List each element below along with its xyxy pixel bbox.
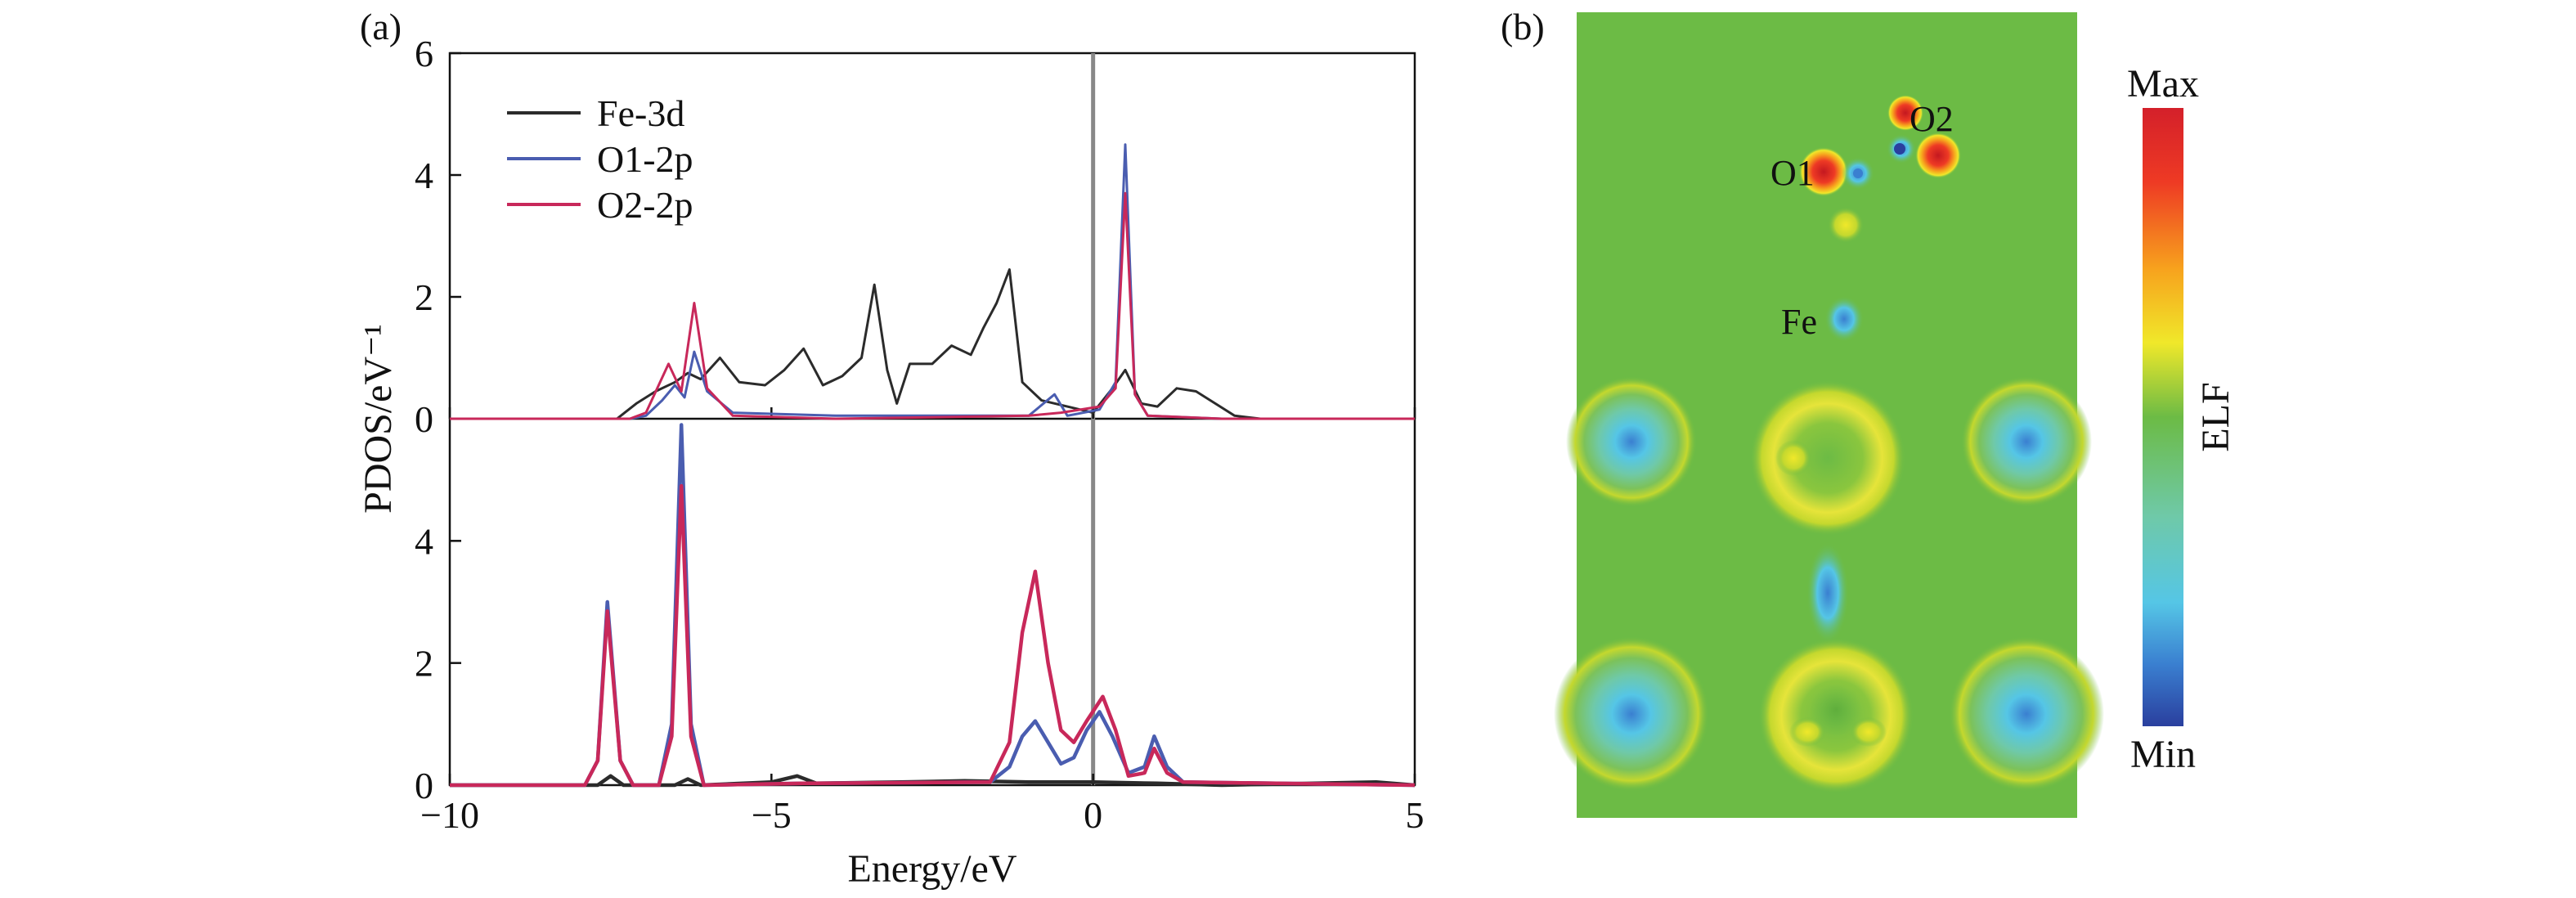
- y-tick-label: 2: [415, 276, 433, 318]
- elf-o2-red-top: [1887, 95, 1923, 131]
- x-tick-label: 0: [1084, 794, 1102, 836]
- elf-ring-left-top: [1566, 376, 1697, 507]
- elf-ring-center-top: [1750, 380, 1905, 536]
- x-axis-ticks: −10 −5 0 5: [420, 407, 1425, 836]
- elf-ring-right-bottom: [1949, 636, 2104, 792]
- y-tick-label: 4: [415, 520, 433, 562]
- atom-label-o2: O2: [1910, 99, 1954, 139]
- atom-label-fe: Fe: [1781, 302, 1817, 342]
- x-tick-label: −10: [420, 794, 479, 836]
- upper-curves: [450, 143, 1415, 420]
- upper-y-axis-ticks: 0 2 4 6: [415, 33, 461, 440]
- elf-ring-right-top: [1961, 376, 2092, 507]
- series-o1-2p-lower: [450, 423, 1416, 788]
- colorbar: [2143, 108, 2183, 726]
- elf-yellow-lobe-2: [1789, 717, 1825, 747]
- series-o2-2p-lower: [450, 483, 1416, 788]
- x-tick-label: 5: [1406, 794, 1425, 836]
- elf-yellow-lobe-1: [1775, 440, 1811, 476]
- lower-y-axis-ticks: 0 2 4: [415, 520, 461, 806]
- y-tick-label: 2: [415, 643, 433, 685]
- elf-map: [1554, 12, 2104, 818]
- series-o1-2p-upper: [450, 143, 1415, 420]
- elf-o1-red: [1799, 147, 1848, 196]
- y-tick-label: 0: [415, 398, 433, 440]
- elf-o2-dark: [1894, 143, 1905, 155]
- elf-blue-center: [1806, 542, 1849, 644]
- y-tick-label: 4: [415, 155, 433, 196]
- y-tick-label: 6: [415, 33, 433, 74]
- elf-yellow-lobe-3: [1851, 717, 1887, 747]
- colorbar-min-label: Min: [2130, 733, 2196, 776]
- elf-o2-red: [1915, 132, 1961, 178]
- x-axis-label: Energy/eV: [847, 847, 1016, 891]
- atom-label-o1: O1: [1770, 153, 1815, 193]
- y-tick-label: 0: [415, 765, 433, 806]
- elf-yellow-below-o1: [1828, 207, 1864, 243]
- x-tick-label: −5: [752, 794, 792, 836]
- lower-curves: [450, 423, 1416, 788]
- series-o2-2p-upper: [450, 191, 1415, 420]
- elf-o1-dark: [1853, 168, 1863, 178]
- legend-label-o2-2p: O2-2p: [597, 184, 693, 226]
- elf-ring-left-bottom: [1554, 636, 1709, 792]
- series-fe-3d-lower: [450, 774, 1416, 788]
- legend-label-o1-2p: O1-2p: [597, 138, 693, 180]
- elf-dark-center-bottom: [1810, 684, 1862, 736]
- colorbar-title: ELF: [2194, 382, 2237, 451]
- colorbar-max-label: Max: [2127, 62, 2199, 106]
- panel-label-b: (b): [1501, 6, 1545, 47]
- series-fe-3d-upper: [450, 268, 1415, 420]
- elf-fe-site: [1824, 296, 1864, 342]
- panel-label-a: (a): [360, 6, 402, 47]
- y-axis-label: PDOS/eV⁻¹: [357, 324, 400, 514]
- legend-label-fe-3d: Fe-3d: [597, 92, 684, 134]
